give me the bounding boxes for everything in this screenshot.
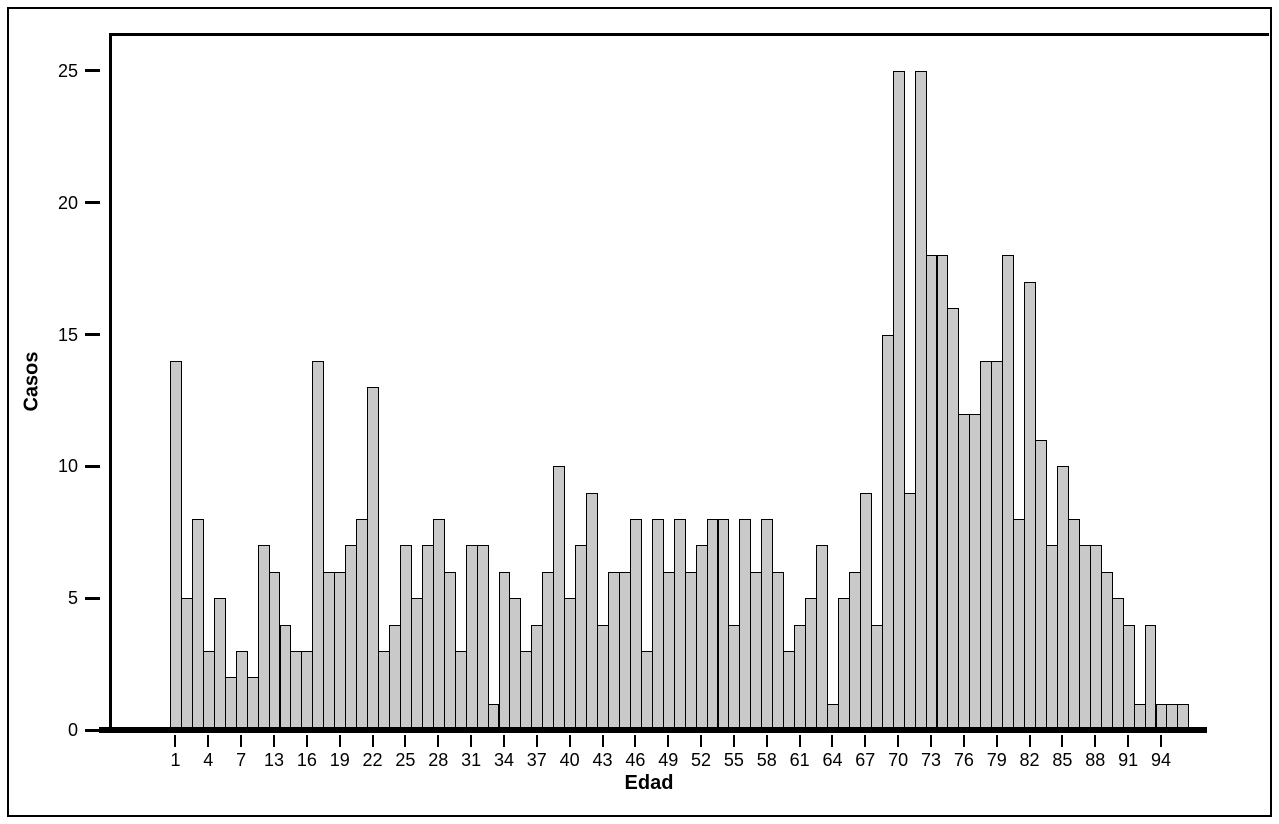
x-axis-tick-label: 91 <box>1118 750 1139 770</box>
x-axis-tick <box>273 735 276 747</box>
x-axis-tick <box>174 735 177 747</box>
x-axis-tick <box>1127 735 1130 747</box>
y-axis-tick-label: 25 <box>57 60 78 81</box>
y-axis-tick <box>85 728 100 732</box>
x-axis-tick <box>667 735 670 747</box>
y-axis-tick <box>85 464 100 468</box>
x-axis-tick <box>338 735 341 747</box>
x-axis-tick <box>601 735 604 747</box>
y-axis-tick <box>85 69 100 73</box>
x-axis-tick-label: 1 <box>170 750 181 770</box>
x-axis-tick <box>995 735 998 747</box>
y-axis-tick <box>85 201 100 205</box>
x-axis-tick <box>1159 735 1162 747</box>
x-axis-tick <box>732 735 735 747</box>
x-axis-tick-label: 22 <box>362 750 383 770</box>
x-axis-tick <box>831 735 834 747</box>
y-axis-title: Casos <box>20 351 43 412</box>
x-axis-tick-label: 46 <box>625 750 646 770</box>
x-axis-tick <box>798 735 801 747</box>
y-axis-tick-label: 5 <box>67 588 78 609</box>
x-axis-tick <box>240 735 243 747</box>
x-axis-tick <box>765 735 768 747</box>
x-axis-tick <box>930 735 933 747</box>
x-axis-tick-label: 79 <box>986 750 1007 770</box>
x-axis-tick <box>437 735 440 747</box>
x-axis-tick <box>470 735 473 747</box>
x-axis-line <box>99 727 1207 733</box>
x-axis-tick <box>700 735 703 747</box>
x-axis-tick <box>962 735 965 747</box>
bar <box>816 545 828 730</box>
y-axis-tick <box>85 333 100 337</box>
y-axis-tick-label: 0 <box>67 720 78 740</box>
x-axis-tick-label: 49 <box>658 750 679 770</box>
x-axis-tick-label: 28 <box>428 750 449 770</box>
x-axis-tick-label: 37 <box>526 750 547 770</box>
x-axis-tick-label: 76 <box>953 750 974 770</box>
x-axis-tick-label: 34 <box>493 750 514 770</box>
x-axis-tick-label: 94 <box>1150 750 1171 770</box>
x-axis-tick-label: 4 <box>203 750 214 770</box>
x-axis-tick-label: 88 <box>1085 750 1106 770</box>
x-axis-tick-label: 61 <box>789 750 810 770</box>
x-axis-tick-label: 73 <box>921 750 942 770</box>
x-axis-tick-label: 64 <box>822 750 843 770</box>
x-axis-tick <box>864 735 867 747</box>
x-axis-tick <box>502 735 505 747</box>
x-axis-tick-label: 31 <box>461 750 482 770</box>
x-axis-tick-label: 25 <box>395 750 416 770</box>
x-axis-tick <box>404 735 407 747</box>
x-axis-tick <box>634 735 637 747</box>
x-axis-tick-label: 52 <box>691 750 712 770</box>
x-axis-tick-label: 7 <box>236 750 247 770</box>
x-axis-tick-label: 70 <box>888 750 909 770</box>
x-axis-tick <box>371 735 374 747</box>
x-axis-tick-label: 55 <box>723 750 744 770</box>
x-axis-tick <box>535 735 538 747</box>
x-axis-tick <box>1028 735 1031 747</box>
bar <box>476 545 489 730</box>
x-axis-tick-label: 16 <box>296 750 317 770</box>
x-axis-tick-label: 85 <box>1052 750 1073 770</box>
x-axis-tick-label: 19 <box>329 750 350 770</box>
y-axis-tick-label: 20 <box>57 192 78 213</box>
x-axis-title: Edad <box>624 772 674 794</box>
x-axis-tick <box>1061 735 1064 747</box>
x-axis-tick <box>897 735 900 747</box>
x-axis-tick-label: 58 <box>756 750 777 770</box>
x-axis-tick-label: 43 <box>592 750 613 770</box>
x-axis-tick <box>305 735 308 747</box>
x-axis-tick-label: 67 <box>855 750 876 770</box>
x-axis-tick-label: 82 <box>1019 750 1040 770</box>
x-axis-tick-label: 40 <box>559 750 580 770</box>
x-axis-tick <box>568 735 571 747</box>
x-axis-tick-label: 13 <box>264 750 285 770</box>
y-axis-tick <box>85 596 100 600</box>
x-axis-tick <box>207 735 210 747</box>
y-axis-tick-label: 15 <box>57 324 78 345</box>
x-axis-tick <box>1094 735 1097 747</box>
plot-top-border <box>109 33 1269 36</box>
y-axis-line <box>109 33 112 733</box>
y-axis-tick-label: 10 <box>57 456 78 477</box>
